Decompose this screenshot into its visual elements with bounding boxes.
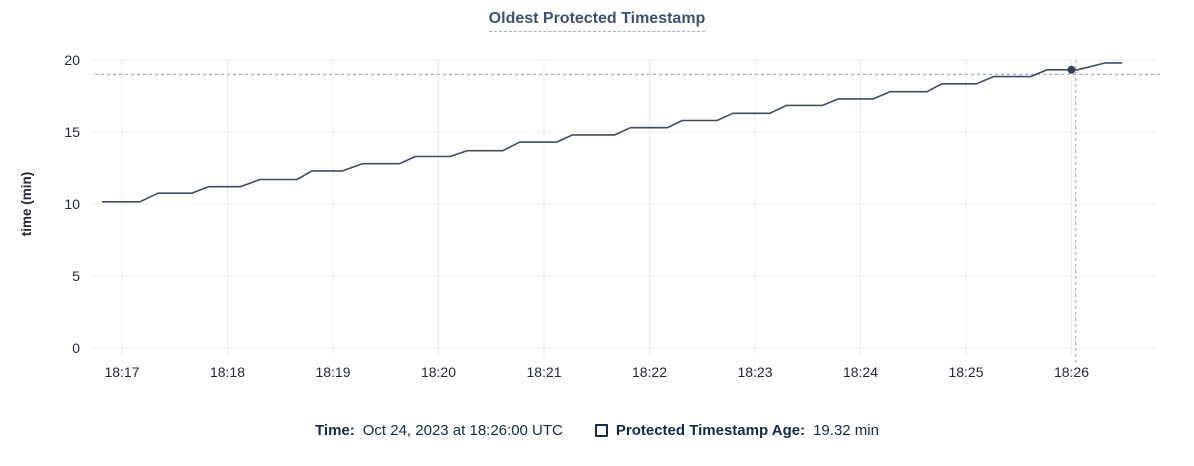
svg-text:18:23: 18:23 [737, 364, 772, 380]
svg-text:10: 10 [64, 196, 80, 212]
svg-text:0: 0 [72, 340, 80, 356]
svg-text:18:21: 18:21 [526, 364, 561, 380]
svg-text:5: 5 [72, 268, 80, 284]
svg-text:15: 15 [64, 124, 80, 140]
svg-text:time (min): time (min) [19, 172, 34, 237]
svg-text:18:17: 18:17 [104, 364, 139, 380]
svg-text:18:18: 18:18 [210, 364, 245, 380]
svg-text:18:26: 18:26 [1054, 364, 1089, 380]
plot-hover-area[interactable] [90, 60, 1155, 348]
time-value: Oct 24, 2023 at 18:26:00 UTC [362, 422, 563, 439]
svg-text:20: 20 [64, 52, 80, 68]
svg-text:18:25: 18:25 [948, 364, 983, 380]
chart-footer-legend: Time: Oct 24, 2023 at 18:26:00 UTC Prote… [0, 422, 1194, 439]
crosshair [95, 60, 1160, 364]
hover-point-dot [1067, 65, 1076, 74]
timeseries-chart: 0 5 10 15 20 18:17 18:18 18:19 18:20 18:21 18:22 18… [19, 52, 1160, 380]
svg-text:18:22: 18:22 [632, 364, 667, 380]
svg-text:18:19: 18:19 [315, 364, 350, 380]
time-label: Time: [315, 422, 355, 439]
series-line [102, 62, 1123, 203]
svg-text:18:20: 18:20 [421, 364, 456, 380]
svg-text:18:24: 18:24 [843, 364, 878, 380]
axis-labels: 0 5 10 15 20 18:17 18:18 18:19 18:20 18:21 18:22 18… [19, 52, 1089, 380]
series-age-label: Protected Timestamp Age: [615, 422, 806, 439]
series-age-value: 19.32 min [813, 422, 879, 439]
series-checkbox[interactable] [594, 424, 608, 437]
chart-title[interactable]: Oldest Protected Timestamp [488, 10, 706, 32]
chart-header: Oldest Protected Timestamp [0, 10, 1194, 32]
